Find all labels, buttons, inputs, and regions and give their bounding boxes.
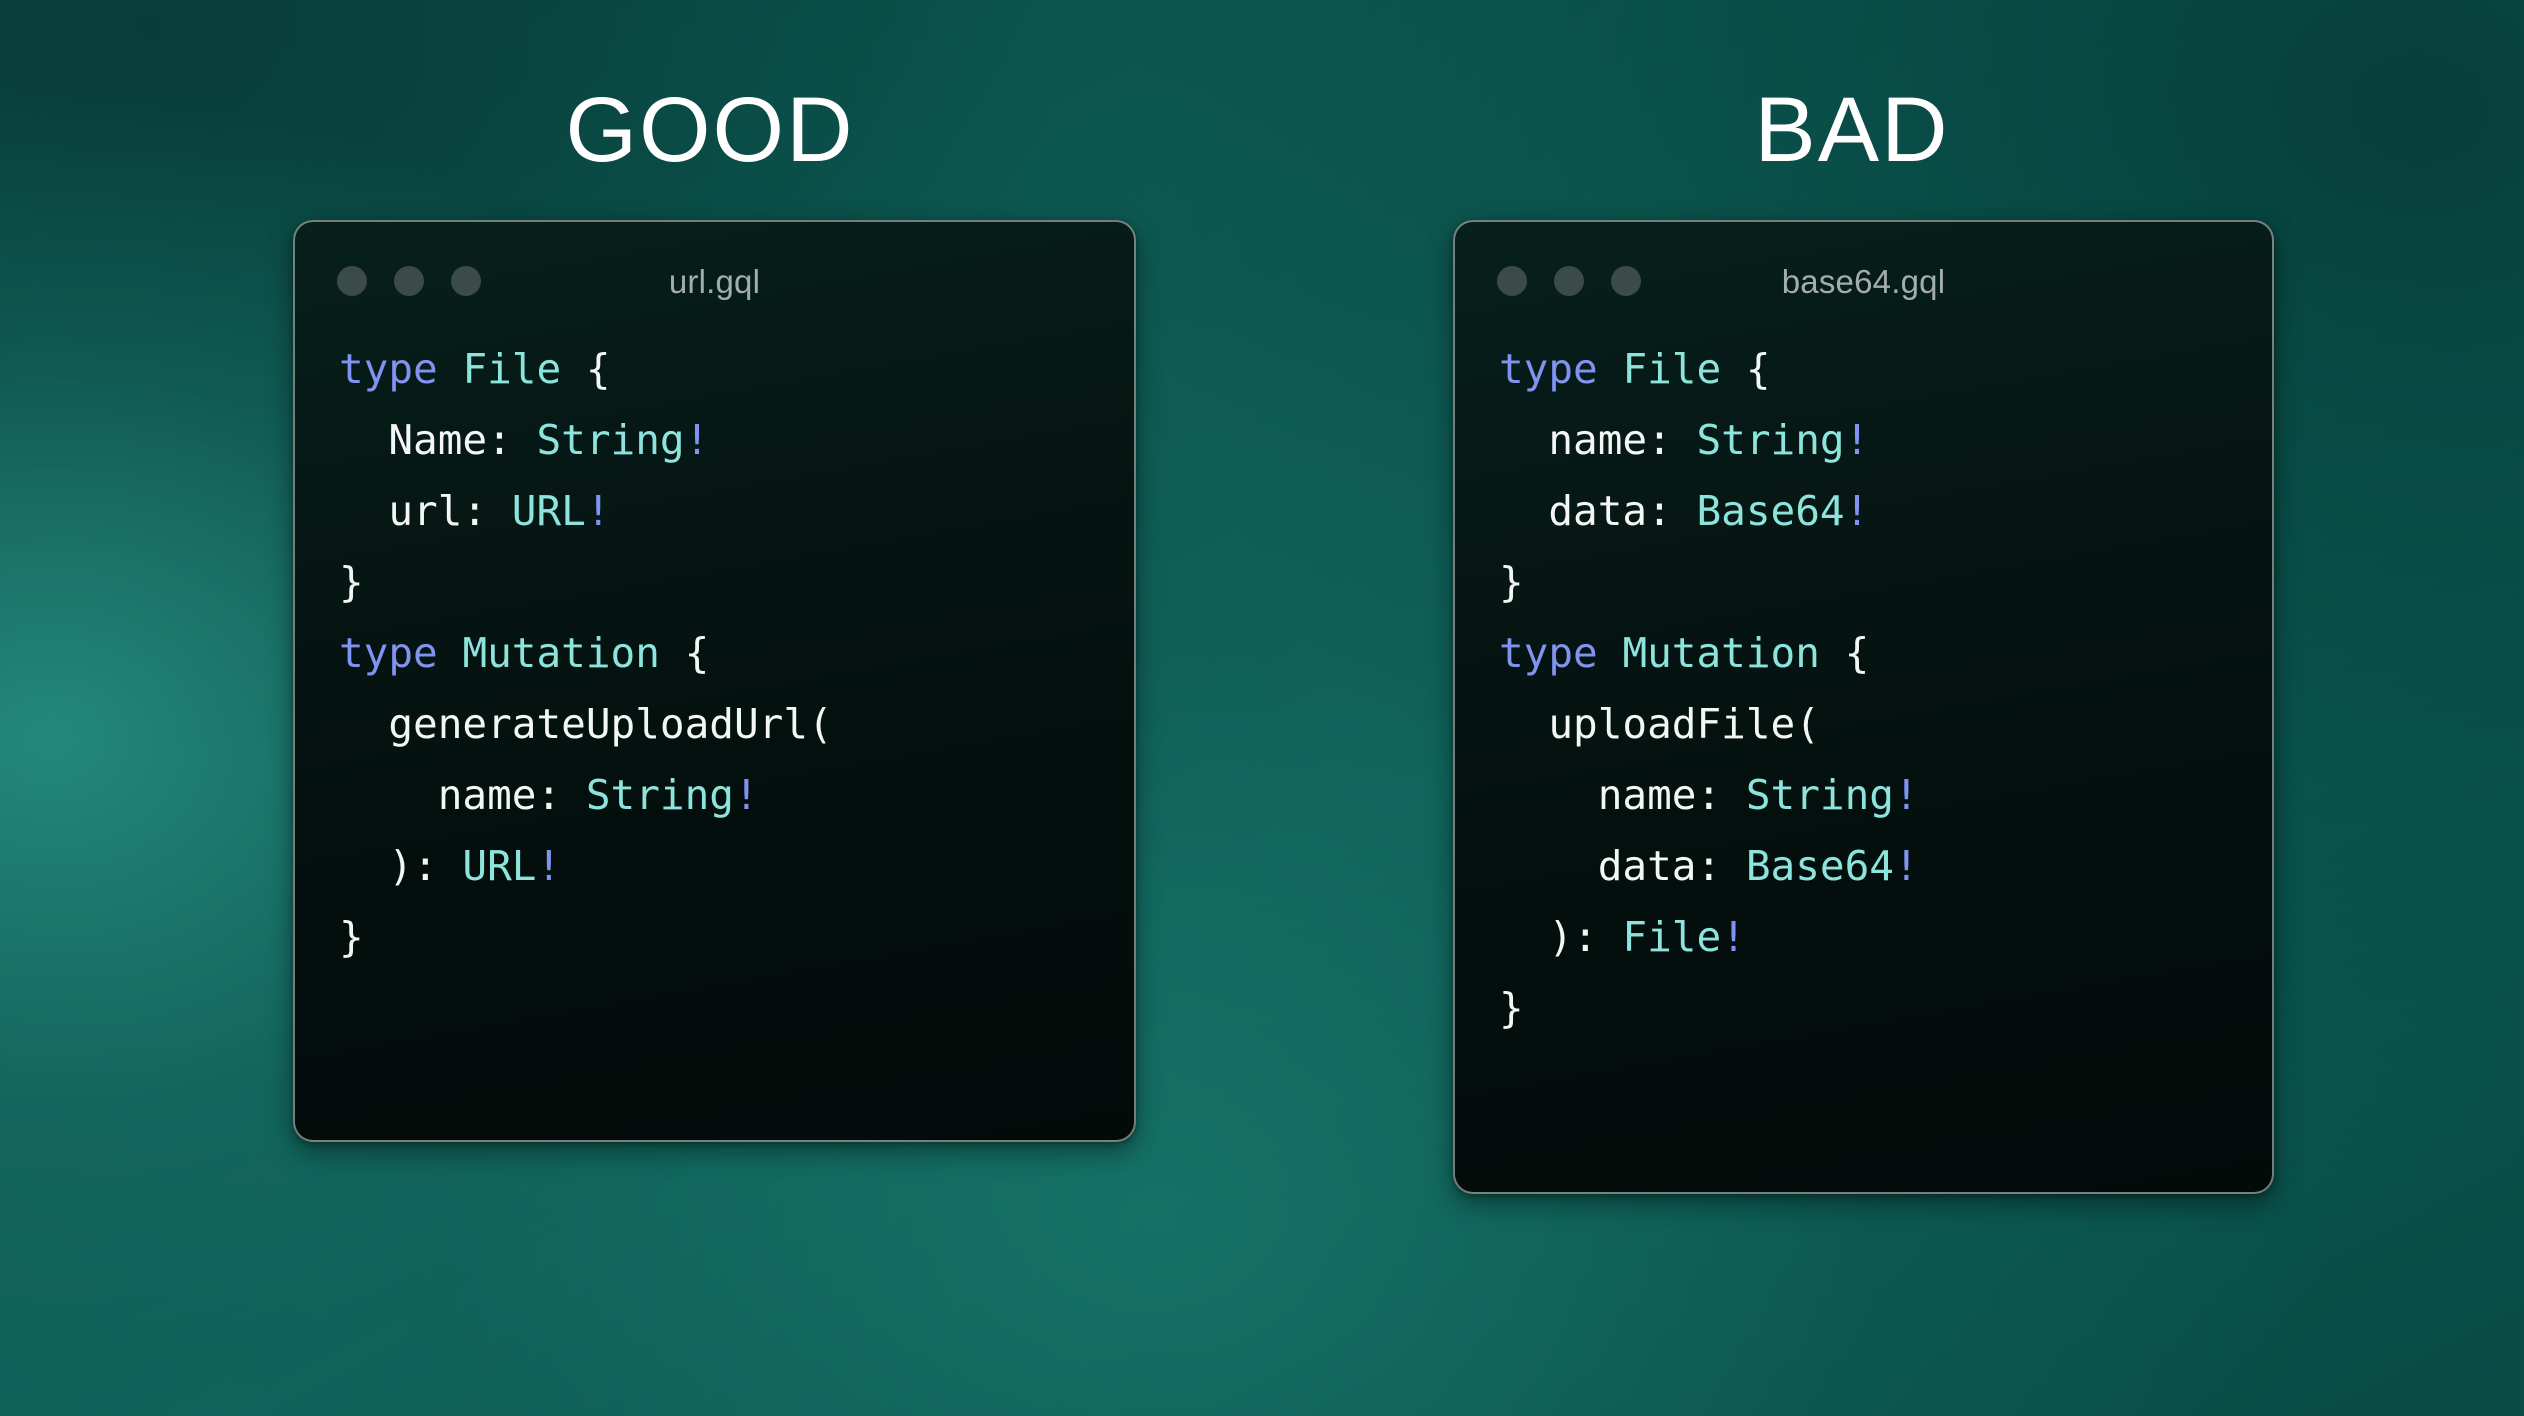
code-token: ! bbox=[1893, 842, 1919, 890]
code-token: type bbox=[1499, 629, 1598, 677]
code-line: type Mutation { bbox=[1499, 618, 2272, 689]
minimize-dot-icon[interactable] bbox=[394, 266, 424, 296]
code-token: Base64 bbox=[1745, 842, 1894, 890]
code-token: ! bbox=[1893, 771, 1919, 819]
code-token: { bbox=[659, 629, 710, 677]
code-token: } bbox=[339, 558, 364, 606]
code-token: } bbox=[339, 913, 364, 961]
code-token: uploadFile( bbox=[1499, 700, 1820, 748]
code-token: type bbox=[1499, 345, 1598, 393]
code-token: Mutation bbox=[1622, 629, 1820, 677]
code-line: name: String! bbox=[1499, 760, 2272, 831]
code-line: data: Base64! bbox=[1499, 831, 2272, 902]
code-token: String bbox=[536, 416, 685, 464]
code-line: type File { bbox=[1499, 334, 2272, 405]
code-token: Mutation bbox=[462, 629, 660, 677]
code-token: } bbox=[1499, 984, 1524, 1032]
code-token: { bbox=[1819, 629, 1870, 677]
code-token: ! bbox=[684, 416, 710, 464]
code-token: ! bbox=[536, 842, 562, 890]
code-token bbox=[438, 629, 463, 677]
code-token: { bbox=[561, 345, 611, 393]
window-filename-bad: base64.gql bbox=[1781, 263, 1946, 300]
code-block-bad[interactable]: type File { name: String! data: Base64!}… bbox=[1455, 334, 2272, 1044]
code-token: ! bbox=[1844, 487, 1870, 535]
code-token: ! bbox=[733, 771, 759, 819]
code-token: generateUploadUrl( bbox=[339, 700, 833, 748]
code-token: ): bbox=[1499, 913, 1623, 961]
code-token bbox=[1598, 345, 1623, 393]
code-token: url: bbox=[339, 487, 512, 535]
traffic-lights-good bbox=[337, 266, 481, 296]
window-titlebar-good: url.gql bbox=[295, 222, 1134, 334]
window-filename-good: url.gql bbox=[668, 263, 761, 300]
code-line: } bbox=[1499, 547, 2272, 618]
code-line: name: String! bbox=[1499, 405, 2272, 476]
code-token: ! bbox=[1844, 416, 1870, 464]
code-line: ): URL! bbox=[339, 831, 1134, 902]
code-window-bad[interactable]: base64.gql type File { name: String! dat… bbox=[1453, 220, 2274, 1194]
maximize-dot-icon[interactable] bbox=[1611, 266, 1641, 296]
code-line: type File { bbox=[339, 334, 1134, 405]
code-line: url: URL! bbox=[339, 476, 1134, 547]
code-line: generateUploadUrl( bbox=[339, 689, 1134, 760]
code-token: } bbox=[1499, 558, 1524, 606]
code-token: URL bbox=[462, 842, 537, 890]
code-token: String bbox=[1745, 771, 1894, 819]
code-token bbox=[438, 345, 463, 393]
code-token: name: bbox=[339, 771, 586, 819]
code-token: ): bbox=[339, 842, 463, 890]
close-dot-icon[interactable] bbox=[337, 266, 367, 296]
minimize-dot-icon[interactable] bbox=[1554, 266, 1584, 296]
code-token: ! bbox=[585, 487, 611, 535]
column-heading-good: GOOD bbox=[565, 79, 855, 181]
code-window-good[interactable]: url.gql type File { Name: String! url: U… bbox=[293, 220, 1136, 1142]
code-token: String bbox=[585, 771, 734, 819]
code-token: File bbox=[1622, 913, 1722, 961]
code-token: ! bbox=[1721, 913, 1746, 961]
code-line: uploadFile( bbox=[1499, 689, 2272, 760]
code-token: data: bbox=[1499, 842, 1746, 890]
code-token: String bbox=[1696, 416, 1845, 464]
close-dot-icon[interactable] bbox=[1497, 266, 1527, 296]
column-heading-bad: BAD bbox=[1754, 79, 1950, 181]
code-line: } bbox=[339, 547, 1134, 618]
maximize-dot-icon[interactable] bbox=[451, 266, 481, 296]
code-token: URL bbox=[511, 487, 586, 535]
code-line: data: Base64! bbox=[1499, 476, 2272, 547]
code-line: } bbox=[1499, 973, 2272, 1044]
code-line: type Mutation { bbox=[339, 618, 1134, 689]
code-token bbox=[1598, 629, 1623, 677]
code-token: name: bbox=[1499, 771, 1746, 819]
code-line: Name: String! bbox=[339, 405, 1134, 476]
traffic-lights-bad bbox=[1497, 266, 1641, 296]
code-token: type bbox=[339, 345, 438, 393]
code-line: ): File! bbox=[1499, 902, 2272, 973]
code-token: data: bbox=[1499, 487, 1697, 535]
code-token: Name: bbox=[339, 416, 537, 464]
code-token: name: bbox=[1499, 416, 1697, 464]
code-token: File bbox=[462, 345, 562, 393]
code-token: { bbox=[1721, 345, 1771, 393]
code-token: Base64 bbox=[1696, 487, 1845, 535]
code-token: type bbox=[339, 629, 438, 677]
code-line: name: String! bbox=[339, 760, 1134, 831]
window-titlebar-bad: base64.gql bbox=[1455, 222, 2272, 334]
code-token: File bbox=[1622, 345, 1722, 393]
code-line: } bbox=[339, 902, 1134, 973]
code-block-good[interactable]: type File { Name: String! url: URL!} type… bbox=[295, 334, 1134, 973]
